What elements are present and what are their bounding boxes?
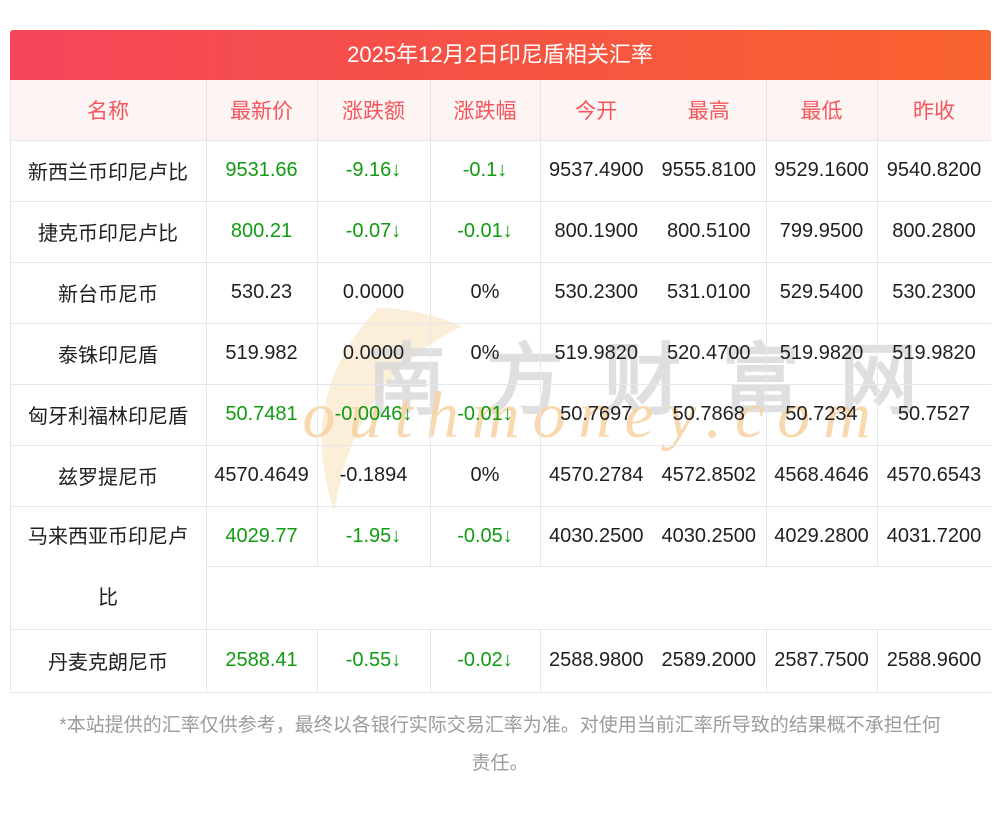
low-price: 2587.7500 — [765, 628, 878, 693]
table-row: 新台币尼币 530.23 0.0000 0% 530.2300 531.0100… — [9, 261, 991, 324]
prev-close-price: 530.2300 — [876, 261, 991, 324]
currency-name-text: 马来西亚币印尼卢比 — [28, 525, 188, 609]
change-amount: 0.0000 — [316, 322, 431, 385]
high-price: 2589.2000 — [652, 628, 767, 693]
change-percent: -0.01↓ — [429, 200, 541, 263]
currency-name: 泰铢印尼盾 — [9, 322, 207, 385]
high-price: 4030.2500 — [652, 505, 767, 568]
change-amount: -0.07↓ — [316, 200, 431, 263]
change-amount: 0.0000 — [316, 261, 431, 324]
open-price: 4570.2784 — [539, 444, 652, 507]
change-amount: -0.1894 — [316, 444, 431, 507]
low-price: 519.9820 — [765, 322, 878, 385]
prev-close-price: 800.2800 — [876, 200, 991, 263]
change-percent: 0% — [429, 261, 541, 324]
table-row: 匈牙利福林印尼盾 50.7481 -0.0046↓ -0.01↓ 50.7697… — [9, 383, 991, 446]
currency-name: 新台币尼币 — [9, 261, 207, 324]
table-row: 捷克币印尼卢比 800.21 -0.07↓ -0.01↓ 800.1900 80… — [9, 200, 991, 263]
change-amount: -1.95↓ — [316, 505, 431, 568]
column-header-low: 最低 — [765, 80, 878, 141]
currency-name: 丹麦克朗尼币 — [9, 628, 207, 693]
spacer-row — [10, 566, 991, 630]
change-percent: 0% — [429, 444, 541, 507]
change-percent: -0.05↓ — [429, 505, 541, 568]
open-price: 9537.4900 — [539, 139, 652, 202]
table-row: 兹罗提尼币 4570.4649 -0.1894 0% 4570.2784 457… — [9, 444, 991, 507]
currency-name: 新西兰币印尼卢比 — [9, 139, 207, 202]
open-price: 50.7697 — [539, 383, 652, 446]
high-price: 50.7868 — [652, 383, 767, 446]
low-price: 4029.2800 — [765, 505, 878, 568]
high-price: 800.5100 — [652, 200, 767, 263]
open-price: 800.1900 — [539, 200, 652, 263]
currency-name: 捷克币印尼卢比 — [9, 200, 207, 263]
change-percent: -0.02↓ — [429, 628, 541, 693]
prev-close-price: 4570.6543 — [876, 444, 991, 507]
column-header-name: 名称 — [9, 80, 207, 141]
column-header-high: 最高 — [652, 80, 767, 141]
latest-price: 4570.4649 — [205, 444, 318, 507]
currency-name: 马来西亚币印尼卢比 — [9, 505, 207, 630]
latest-price: 9531.66 — [205, 139, 318, 202]
exchange-rate-card: 2025年12月2日印尼盾相关汇率 南方财富网 outhmoney.com 名称… — [9, 30, 991, 693]
change-percent: 0% — [429, 322, 541, 385]
change-amount: -0.0046↓ — [316, 383, 431, 446]
column-header-change: 涨跌额 — [316, 80, 431, 141]
change-amount: -9.16↓ — [316, 139, 431, 202]
header-row: 名称 最新价 涨跌额 涨跌幅 今开 最高 最低 昨收 — [9, 80, 991, 141]
column-header-prev-close: 昨收 — [876, 80, 991, 141]
column-header-change-pct: 涨跌幅 — [429, 80, 541, 141]
prev-close-price: 519.9820 — [876, 322, 991, 385]
table-row: 丹麦克朗尼币 2588.41 -0.55↓ -0.02↓ 2588.9800 2… — [9, 628, 991, 693]
latest-price: 530.23 — [205, 261, 318, 324]
prev-close-price: 50.7527 — [876, 383, 991, 446]
high-price: 9555.8100 — [652, 139, 767, 202]
high-price: 531.0100 — [652, 261, 767, 324]
prev-close-price: 4031.7200 — [876, 505, 991, 568]
change-amount: -0.55↓ — [316, 628, 431, 693]
spacer-cell — [205, 566, 991, 630]
column-header-open: 今开 — [539, 80, 652, 141]
currency-name: 匈牙利福林印尼盾 — [9, 383, 207, 446]
open-price: 2588.9800 — [539, 628, 652, 693]
open-price: 530.2300 — [539, 261, 652, 324]
latest-price: 4029.77 — [205, 505, 318, 568]
latest-price: 2588.41 — [205, 628, 318, 693]
table-row: 马来西亚币印尼卢比 4029.77 -1.95↓ -0.05↓ 4030.250… — [9, 505, 991, 630]
prev-close-price: 9540.8200 — [876, 139, 991, 202]
open-price: 519.9820 — [539, 322, 652, 385]
column-header-latest: 最新价 — [205, 80, 318, 141]
latest-price: 519.982 — [205, 322, 318, 385]
low-price: 799.9500 — [765, 200, 878, 263]
low-price: 529.5400 — [765, 261, 878, 324]
low-price: 4568.4646 — [765, 444, 878, 507]
exchange-rate-table: 名称 最新价 涨跌额 涨跌幅 今开 最高 最低 昨收 新西兰币印尼卢比 9531… — [9, 80, 991, 693]
latest-price: 800.21 — [205, 200, 318, 263]
table-title-bar: 2025年12月2日印尼盾相关汇率 — [9, 30, 991, 80]
prev-close-price: 2588.9600 — [876, 628, 991, 693]
table-row: 新西兰币印尼卢比 9531.66 -9.16↓ -0.1↓ 9537.4900 … — [9, 139, 991, 202]
latest-price: 50.7481 — [205, 383, 318, 446]
high-price: 4572.8502 — [652, 444, 767, 507]
change-percent: -0.01↓ — [429, 383, 541, 446]
table-title: 2025年12月2日印尼盾相关汇率 — [347, 42, 653, 67]
disclaimer-text: *本站提供的汇率仅供参考，最终以各银行实际交易汇率为准。对使用当前汇率所导致的结… — [59, 714, 941, 774]
low-price: 9529.1600 — [765, 139, 878, 202]
open-price: 4030.2500 — [539, 505, 652, 568]
low-price: 50.7234 — [765, 383, 878, 446]
currency-name: 兹罗提尼币 — [9, 444, 207, 507]
change-percent: -0.1↓ — [429, 139, 541, 202]
high-price: 520.4700 — [652, 322, 767, 385]
table-row: 泰铢印尼盾 519.982 0.0000 0% 519.9820 520.470… — [9, 322, 991, 385]
